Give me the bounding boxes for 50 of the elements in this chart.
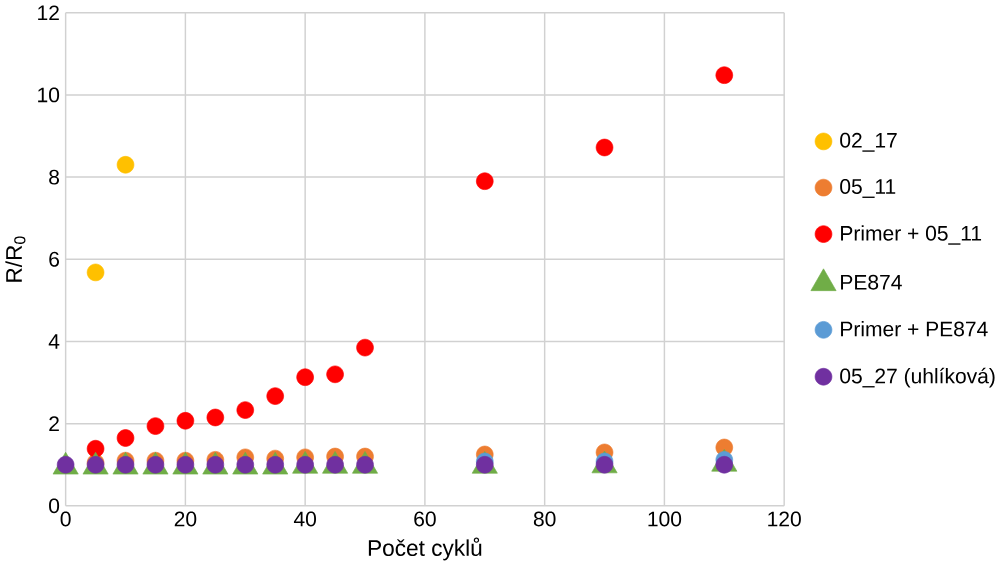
x-tick-label: 80 xyxy=(533,511,556,527)
point xyxy=(356,456,374,474)
legend-label: 02_17 xyxy=(840,132,897,152)
point xyxy=(356,338,374,357)
legend-label: 05_11 xyxy=(840,179,896,198)
point xyxy=(266,387,284,405)
point xyxy=(56,456,75,474)
point xyxy=(116,156,135,174)
legend-label: 05_27 (uhlíková) xyxy=(840,367,995,388)
point xyxy=(86,263,105,282)
x-tick-label: 0 xyxy=(60,511,71,527)
point xyxy=(116,456,135,474)
point xyxy=(296,368,314,387)
y-tick-label: 6 xyxy=(49,251,60,267)
point xyxy=(146,456,165,474)
x-tick-label: 20 xyxy=(174,511,197,527)
y-tick-label: 2 xyxy=(49,416,59,432)
point xyxy=(206,408,225,427)
point xyxy=(476,172,494,190)
point xyxy=(116,429,135,447)
point xyxy=(176,456,195,474)
point xyxy=(715,66,734,84)
point xyxy=(595,138,614,157)
legend-label: Primer + PE874 xyxy=(841,321,988,337)
point xyxy=(176,412,195,430)
y-axis-title: R/R$_{0}$ xyxy=(5,236,26,282)
x-tick-label: 100 xyxy=(648,511,682,527)
legend-label: Primer + 05_11 xyxy=(841,225,982,245)
legend-label: PE874 xyxy=(841,274,902,290)
point xyxy=(266,456,284,474)
point xyxy=(595,456,614,474)
point xyxy=(296,456,314,474)
point xyxy=(326,365,344,384)
y-tick-label: 0 xyxy=(49,498,60,514)
point xyxy=(236,456,255,474)
y-tick-label: 4 xyxy=(48,334,60,349)
point xyxy=(476,456,494,474)
x-tick-label: 60 xyxy=(414,511,436,527)
point xyxy=(206,456,225,474)
point xyxy=(236,401,255,419)
y-tick-label: 12 xyxy=(38,5,59,21)
x-tick-label: 40 xyxy=(293,511,317,527)
y-tick-label: 10 xyxy=(38,87,60,103)
y-tick-label: 8 xyxy=(49,169,60,185)
point xyxy=(715,456,734,474)
x-axis-title: Počet cyklů xyxy=(368,537,482,561)
point xyxy=(326,456,344,474)
x-tick-label: 120 xyxy=(768,511,801,527)
point xyxy=(146,417,165,435)
point xyxy=(86,440,105,458)
